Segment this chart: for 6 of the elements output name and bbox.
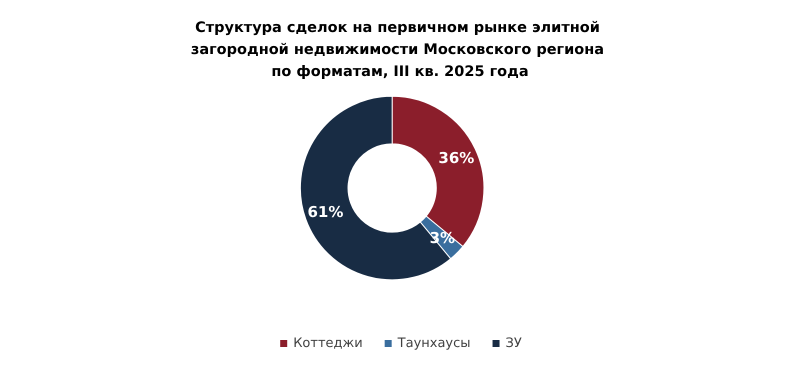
data-label: 36% (438, 148, 474, 167)
legend-label: ЗУ (506, 336, 522, 351)
data-label: 61% (307, 203, 344, 222)
legend-label: Таунхаусы (396, 336, 471, 351)
legend-label: Коттеджи (293, 336, 363, 351)
chart-title: Структура сделок на первичном рынке элитной загородной недвижимости Московского региона по форматам, III кв. 2025 года (190, 20, 610, 80)
